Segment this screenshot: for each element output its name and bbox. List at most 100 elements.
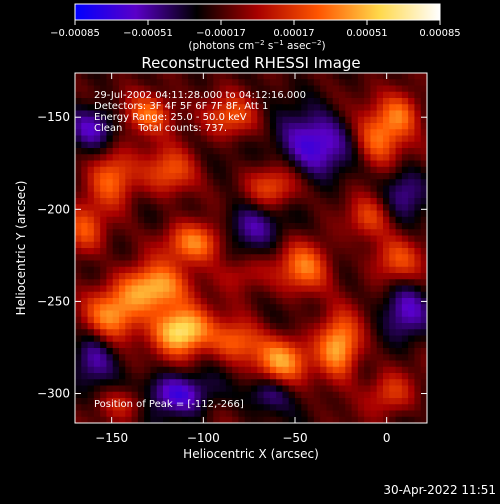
heatmap-cell <box>282 254 290 261</box>
heatmap-cell <box>395 360 403 368</box>
heatmap-cell <box>332 273 340 280</box>
heatmap-cell <box>364 404 371 411</box>
heatmap-cell <box>238 129 246 136</box>
heatmap-cell <box>364 204 371 211</box>
heatmap-cell <box>150 216 158 224</box>
heatmap-cell <box>169 379 176 386</box>
heatmap-cell <box>383 373 390 380</box>
heatmap-cell <box>376 210 384 218</box>
heatmap-cell <box>414 291 422 299</box>
heatmap-cell <box>351 391 359 399</box>
heatmap-cell <box>213 223 220 230</box>
heatmap-cell <box>269 104 277 111</box>
y-tick-label: −300 <box>37 387 70 401</box>
heatmap-cell <box>87 241 95 249</box>
heatmap-cell <box>169 179 176 186</box>
heatmap-cell <box>93 379 101 386</box>
heatmap-cell <box>194 73 202 80</box>
heatmap-cell <box>131 91 139 99</box>
heatmap-cell <box>370 254 378 261</box>
heatmap-cell <box>269 260 277 268</box>
heatmap-cell <box>200 248 208 255</box>
heatmap-cell <box>213 185 220 193</box>
heatmap-cell <box>200 366 208 374</box>
heatmap-cell <box>119 73 126 80</box>
heatmap-cell <box>389 316 396 324</box>
heatmap-cell <box>200 416 208 423</box>
heatmap-cell <box>282 379 290 386</box>
heatmap-cell <box>219 104 227 111</box>
heatmap-cell <box>401 410 409 418</box>
heatmap-cell <box>383 210 390 218</box>
heatmap-cell <box>326 229 334 236</box>
heatmap-cell <box>420 329 427 336</box>
heatmap-cell <box>156 304 164 311</box>
heatmap-cell <box>106 141 114 149</box>
heatmap-cell <box>244 85 252 93</box>
heatmap-cell <box>232 98 239 105</box>
heatmap-cell <box>307 135 315 143</box>
heatmap-cell <box>376 116 384 124</box>
heatmap-cell <box>276 285 283 293</box>
heatmap-cell <box>276 329 283 336</box>
heatmap-cell <box>357 404 365 411</box>
heatmap-cell <box>282 323 290 330</box>
heatmap-cell <box>213 173 220 180</box>
heatmap-cell <box>263 266 271 274</box>
heatmap-cell <box>144 323 151 330</box>
heatmap-cell <box>169 241 176 249</box>
heatmap-cell <box>408 110 415 118</box>
heatmap-cell <box>163 235 170 243</box>
heatmap-cell <box>282 410 290 418</box>
heatmap-cell <box>163 191 170 199</box>
heatmap-cell <box>100 335 107 343</box>
heatmap-cell <box>87 104 95 111</box>
heatmap-cell <box>163 266 170 274</box>
heatmap-cell <box>87 166 95 174</box>
heatmap-cell <box>87 204 95 211</box>
heatmap-cell <box>106 110 114 118</box>
heatmap-cell <box>395 116 403 124</box>
heatmap-cell <box>414 410 422 418</box>
heatmap-cell <box>81 116 88 124</box>
heatmap-cell <box>194 273 202 280</box>
heatmap-cell <box>207 298 214 305</box>
heatmap-cell <box>269 366 277 374</box>
heatmap-cell <box>125 335 132 343</box>
heatmap-cell <box>112 241 120 249</box>
heatmap-cell <box>282 416 290 423</box>
heatmap-cell <box>389 210 396 218</box>
heatmap-cell <box>263 241 271 249</box>
heatmap-cell <box>282 348 290 355</box>
heatmap-cell <box>251 316 258 324</box>
heatmap-cell <box>288 260 296 268</box>
heatmap-cell <box>112 391 120 399</box>
heatmap-cell <box>144 148 151 155</box>
heatmap-cell <box>326 310 334 318</box>
heatmap-cell <box>225 135 233 143</box>
heatmap-cell <box>131 335 139 343</box>
heatmap-cell <box>137 241 145 249</box>
heatmap-cell <box>119 79 126 86</box>
heatmap-cell <box>389 73 396 80</box>
heatmap-cell <box>301 304 308 311</box>
heatmap-cell <box>370 416 378 423</box>
heatmap-cell <box>93 404 101 411</box>
heatmap-cell <box>320 335 327 343</box>
heatmap-cell <box>383 310 390 318</box>
heatmap-cell <box>401 154 409 161</box>
heatmap-cell <box>383 335 390 343</box>
heatmap-cell <box>175 235 183 243</box>
heatmap-cell <box>100 79 107 86</box>
heatmap-cell <box>332 341 340 349</box>
heatmap-cell <box>156 260 164 268</box>
heatmap-cell <box>401 98 409 105</box>
heatmap-cell <box>244 110 252 118</box>
heatmap-cell <box>414 216 422 224</box>
heatmap-cell <box>345 110 352 118</box>
heatmap-cell <box>207 104 214 111</box>
heatmap-cell <box>420 260 427 268</box>
heatmap-cell <box>282 154 290 161</box>
heatmap-cell <box>156 129 164 136</box>
heatmap-cell <box>156 98 164 105</box>
